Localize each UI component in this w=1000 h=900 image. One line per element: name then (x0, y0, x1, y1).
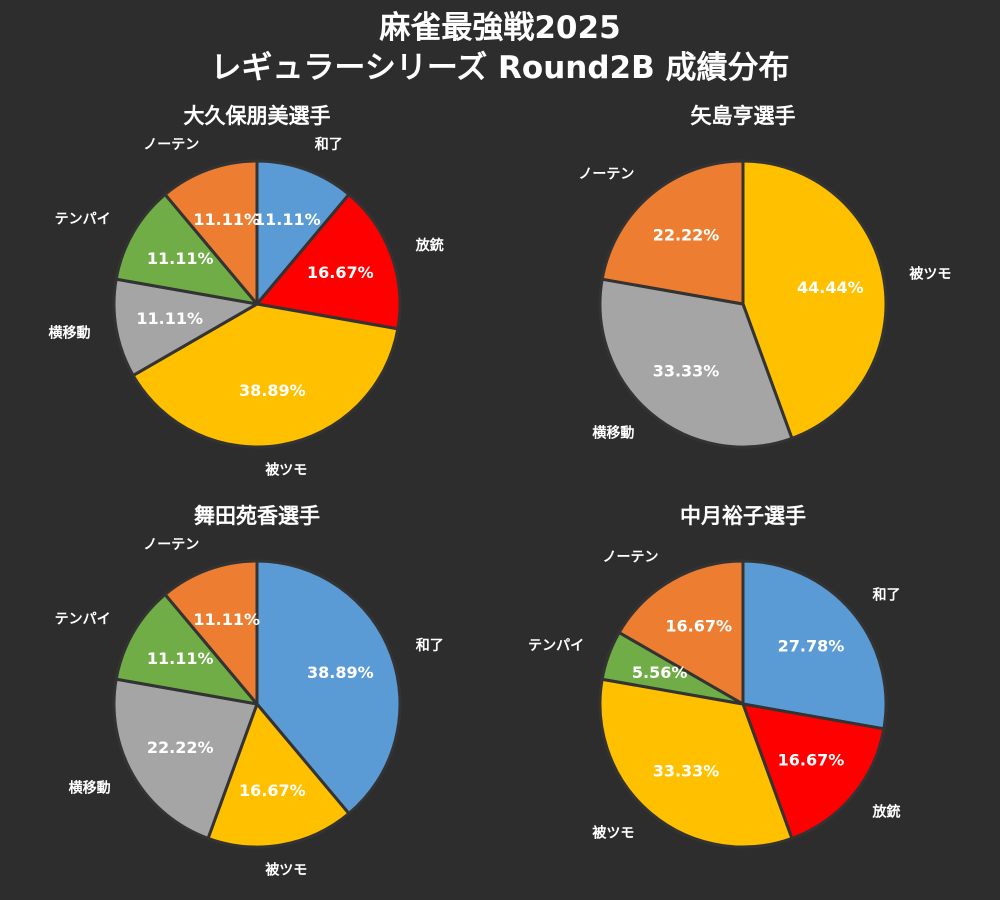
pie-title-2: 矢島亨選手 (691, 104, 796, 128)
pie-slice-2-2 (598, 277, 794, 449)
pie-slice-3-4 (114, 592, 259, 706)
pie-slice-4-5 (617, 559, 745, 706)
value-label-2-2: 33.33% (653, 361, 720, 380)
category-label-4-5: ノーテン (602, 550, 658, 566)
pie-slice-1-3 (131, 302, 400, 449)
category-label-2-3: ノーテン (578, 167, 634, 183)
pie-chart-2: 矢島亨選手 44.44% 被ツモ 33.33% 横移動 22.22% ノーテン (578, 104, 951, 449)
pie-slice-4-3 (598, 677, 794, 849)
value-label-4-2: 16.67% (778, 750, 845, 769)
value-label-4-1: 27.78% (778, 637, 845, 656)
category-label-3-5: ノーテン (143, 537, 199, 553)
pie-slice-1-5 (114, 192, 259, 306)
pie-slice-4-1 (741, 559, 888, 731)
pie-slice-3-2 (206, 702, 351, 849)
category-label-3-3: 横移動 (69, 779, 111, 796)
value-label-1-3: 38.89% (239, 381, 306, 400)
category-label-1-6: ノーテン (143, 137, 199, 153)
category-label-1-2: 放銃 (415, 237, 444, 254)
main-title: 麻雀最強戦2025 (379, 10, 621, 46)
pie-slice-3-1 (255, 559, 402, 816)
category-label-1-1: 和了 (315, 137, 343, 153)
category-label-3-1: 和了 (416, 638, 444, 654)
value-label-3-3: 22.22% (147, 738, 214, 757)
pie-slice-1-2 (255, 192, 402, 331)
category-label-1-3: 被ツモ (265, 461, 307, 478)
value-label-1-6: 11.11% (193, 210, 260, 229)
category-label-4-3: 被ツモ (592, 824, 634, 841)
pie-slice-3-5 (163, 559, 259, 706)
pie-slice-1-4 (112, 277, 259, 377)
pie-slice-2-1 (741, 159, 888, 440)
category-label-4-4: テンパイ (528, 638, 584, 654)
main-subtitle: レギュラーシリーズ Round2B 成績分布 (210, 50, 790, 86)
value-label-2-1: 44.44% (797, 278, 864, 297)
value-label-2-3: 22.22% (653, 226, 720, 245)
value-label-1-5: 11.11% (147, 249, 214, 268)
category-label-3-4: テンパイ (55, 611, 111, 627)
pie-title-3: 舞田苑香選手 (194, 504, 320, 528)
pie-chart-4: 中月裕子選手 27.78% 和了 16.67% 放銃 33.33% 被ツモ 5.56% テンパイ… (528, 504, 900, 849)
category-label-4-2: 放銃 (871, 804, 900, 821)
value-label-3-1: 38.89% (307, 663, 374, 682)
value-label-1-2: 16.67% (307, 263, 374, 282)
value-label-1-1: 11.11% (254, 210, 321, 229)
value-label-3-5: 11.11% (193, 610, 260, 629)
pie-slice-1-1 (255, 159, 351, 306)
pie-slice-4-2 (741, 702, 886, 840)
value-label-3-2: 16.67% (239, 781, 306, 800)
pie-chart-3: 舞田苑香選手 38.89% 和了 16.67% 被ツモ 22.22% 横移動 11.11% テン… (55, 504, 444, 878)
value-label-3-4: 11.11% (147, 649, 214, 668)
pie-slice-3-3 (112, 677, 259, 840)
category-label-2-1: 被ツモ (909, 266, 951, 283)
pie-slice-2-3 (600, 159, 745, 306)
value-label-4-5: 16.67% (665, 617, 732, 636)
category-label-1-4: 横移動 (49, 324, 91, 341)
value-label-1-4: 11.11% (136, 309, 203, 328)
category-label-3-2: 被ツモ (265, 861, 307, 878)
pie-title-1: 大久保朋美選手 (184, 104, 331, 128)
pie-chart-1: 大久保朋美選手 11.11% 和了 16.67% 放銃 38.89% 被ツモ 11.11% 横移… (49, 104, 444, 478)
category-label-2-2: 横移動 (592, 424, 634, 441)
category-label-4-1: 和了 (872, 587, 900, 603)
category-label-1-5: テンパイ (55, 211, 111, 227)
pie-slice-1-6 (163, 159, 259, 306)
value-label-4-3: 33.33% (653, 761, 720, 780)
pie-title-4: 中月裕子選手 (680, 504, 806, 528)
value-label-4-4: 5.56% (632, 663, 688, 682)
